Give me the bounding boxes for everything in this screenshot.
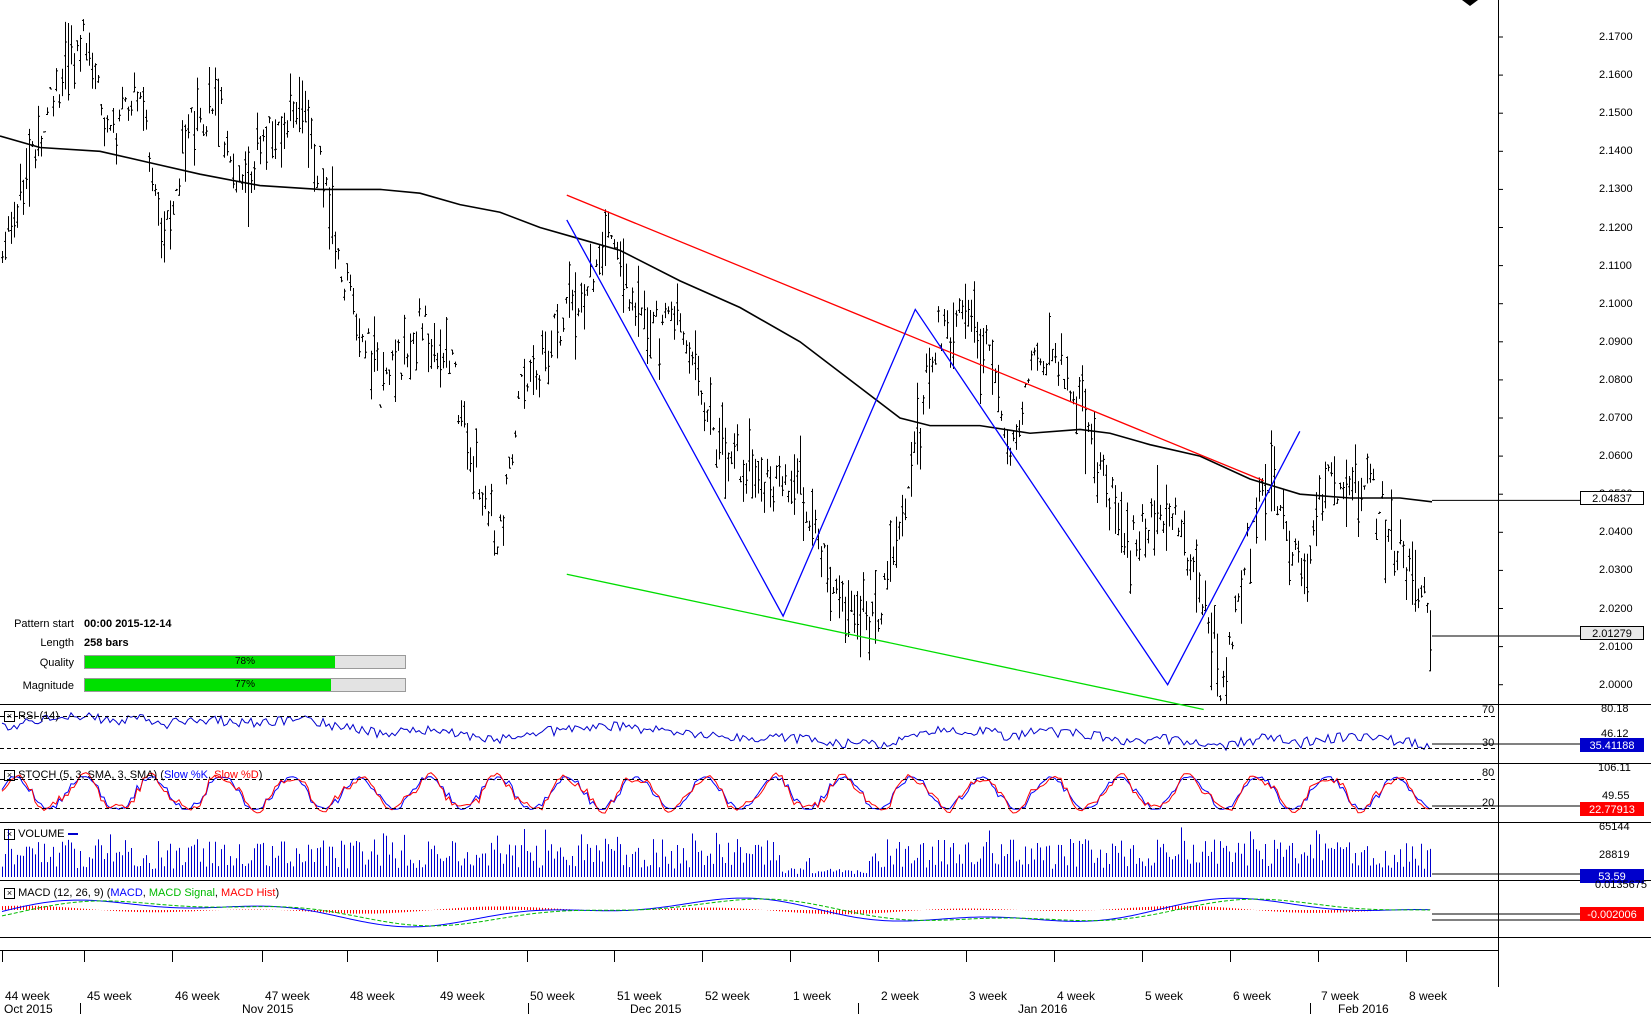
ma-value-tag: 2.04837 — [1580, 491, 1644, 505]
stoch-title: × STOCH (5, 3, SMA, 3, SMA) (Slow %K, Sl… — [4, 769, 262, 781]
rsi-scale-mid: 46.12 — [1601, 728, 1629, 740]
week-label: 47 week — [265, 989, 310, 1003]
pattern-start-label: Pattern start — [14, 618, 74, 630]
stoch-k-line — [1, 776, 1431, 810]
week-label: 2 week — [881, 989, 920, 1003]
stoch-scale-top: 106.11 — [1598, 762, 1631, 774]
week-label: 5 week — [1145, 989, 1184, 1003]
price-tick-label: 2.0000 — [1599, 678, 1633, 691]
price-tick-label: 2.1600 — [1599, 69, 1633, 82]
price-tick-label: 2.0800 — [1599, 373, 1633, 386]
rsi-scale-top: 80.18 — [1601, 703, 1629, 715]
magnitude-value: 77% — [234, 679, 255, 690]
price-tick-label: 2.1200 — [1599, 221, 1633, 234]
rsi-lower-label: 30 — [1482, 737, 1495, 749]
rsi-title: × RSI (14) — [4, 710, 59, 722]
ma-line — [0, 135, 1433, 503]
stoch-scale-mid: 49.55 — [1602, 790, 1630, 802]
volume-value-tag: 53.59 — [1580, 869, 1644, 883]
week-label: 49 week — [440, 989, 485, 1003]
close-icon[interactable]: × — [4, 769, 15, 781]
volume-scale-mid: 28819 — [1599, 849, 1630, 861]
scroll-arrow-icon[interactable] — [1462, 0, 1478, 6]
price-bars — [1, 19, 1432, 705]
month-label: Dec 2015 — [630, 1002, 682, 1016]
price-tick-label: 2.1100 — [1599, 259, 1632, 272]
month-label: Jan 2016 — [1018, 1002, 1068, 1016]
price-tick-label: 2.1000 — [1599, 297, 1633, 310]
price-tick-label: 2.1500 — [1599, 107, 1633, 120]
rsi-line — [1, 711, 1431, 752]
quality-value: 78% — [234, 656, 255, 667]
month-label: Nov 2015 — [242, 1002, 294, 1016]
stoch-value-tag: 22.77913 — [1580, 802, 1644, 816]
macd-series — [1, 897, 1580, 928]
volume-scale-top: 65144 — [1599, 821, 1630, 833]
close-icon[interactable]: × — [4, 710, 15, 722]
magnitude-label: Magnitude — [22, 680, 74, 692]
price-tick-label: 2.0400 — [1599, 526, 1633, 539]
support-line — [566, 573, 1204, 711]
macd-line — [1, 897, 1431, 928]
stoch-upper-label: 80 — [1482, 767, 1495, 779]
week-label: 44 week — [5, 989, 50, 1003]
pattern-lines — [566, 194, 1301, 711]
price-value-tag: 2.01279 — [1580, 626, 1644, 640]
quality-label: Quality — [39, 657, 74, 669]
quality-bar: 78% — [84, 655, 406, 669]
price-tick-label: 2.1400 — [1599, 145, 1633, 158]
pattern-info: Pattern start 00:00 2015-12-14 Length 25… — [0, 618, 410, 725]
stoch-lower-label: 20 — [1482, 797, 1495, 809]
moving-average-line — [0, 135, 1580, 637]
month-label: Feb 2016 — [1338, 1002, 1389, 1016]
week-label: 46 week — [175, 989, 220, 1003]
macd-title: × MACD (12, 26, 9) (MACD, MACD Signal, M… — [4, 887, 279, 899]
week-label: 8 week — [1409, 989, 1448, 1003]
price-tick-label: 2.1300 — [1599, 183, 1633, 196]
macd-value-tag: -0.002006 — [1580, 907, 1644, 921]
zigzag-line — [566, 219, 1301, 686]
volume-bars — [2, 827, 1580, 877]
stoch-d-line — [1, 772, 1431, 814]
month-label: Oct 2015 — [4, 1002, 53, 1016]
week-label: 45 week — [87, 989, 132, 1003]
volume-legend-swatch — [67, 833, 78, 836]
macd-scale-top: 0.0135675 — [1595, 879, 1647, 891]
rsi-series — [1, 711, 1580, 752]
price-tick-label: 2.0600 — [1599, 450, 1633, 463]
length-value: 258 bars — [84, 637, 129, 649]
week-label: 3 week — [969, 989, 1008, 1003]
price-tick-label: 2.0900 — [1599, 335, 1633, 348]
week-label: 52 week — [705, 989, 750, 1003]
stoch-series — [1, 772, 1580, 814]
week-label: 7 week — [1321, 989, 1360, 1003]
week-label: 48 week — [350, 989, 395, 1003]
magnitude-bar: 77% — [84, 678, 406, 692]
price-tick-label: 2.0200 — [1599, 602, 1633, 615]
resistance-line — [566, 194, 1265, 482]
macd-signal-line — [1, 898, 1431, 927]
week-label: 1 week — [793, 989, 832, 1003]
rsi-value-tag: 35.41188 — [1580, 738, 1644, 752]
week-label: 6 week — [1233, 989, 1272, 1003]
price-tick-label: 2.0300 — [1599, 564, 1633, 577]
week-label: 51 week — [617, 989, 662, 1003]
price-tick-label: 2.0100 — [1599, 640, 1633, 653]
close-icon[interactable]: × — [4, 828, 15, 840]
week-label: 4 week — [1057, 989, 1096, 1003]
rsi-upper-label: 70 — [1482, 704, 1495, 716]
length-label: Length — [40, 637, 74, 649]
pattern-start-value: 00:00 2015-12-14 — [84, 618, 172, 630]
week-label: 50 week — [530, 989, 575, 1003]
magnitude-bar-fill — [85, 679, 332, 691]
price-tick-label: 2.0700 — [1599, 412, 1633, 424]
close-icon[interactable]: × — [4, 887, 15, 899]
volume-title: × VOLUME — [4, 828, 78, 840]
price-tick-label: 2.1700 — [1599, 31, 1633, 43]
quality-bar-fill — [85, 656, 335, 668]
